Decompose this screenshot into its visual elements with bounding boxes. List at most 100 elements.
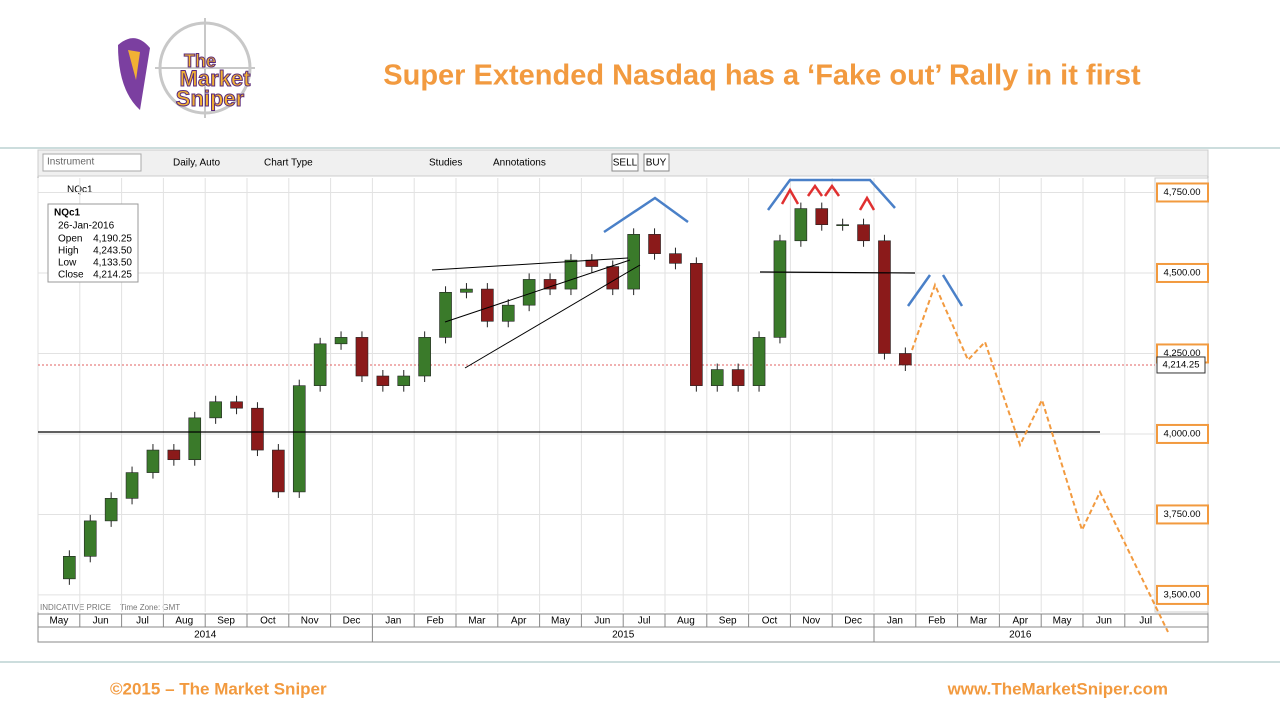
- candle: [627, 234, 640, 290]
- x-tick-label: Nov: [802, 616, 820, 627]
- y-tick-label: 3,750.00: [1164, 509, 1201, 520]
- x-tick-label: Dec: [844, 616, 862, 627]
- info-value: 4,243.50: [93, 246, 132, 257]
- candle: [815, 208, 829, 225]
- candle: [460, 288, 473, 293]
- x-tick-label: Jul: [136, 616, 149, 627]
- candle: [543, 279, 557, 290]
- candle: [167, 449, 181, 461]
- year-label: 2015: [612, 630, 635, 641]
- candle: [501, 304, 515, 322]
- candle: [878, 240, 891, 354]
- x-tick-label: May: [1053, 616, 1072, 627]
- annotations: [38, 178, 1169, 633]
- toolbar-button[interactable]: SELL: [613, 158, 638, 169]
- price-axis: [1154, 177, 1209, 613]
- year-label: 2014: [194, 630, 217, 641]
- y-tick-label: 3,500.00: [1164, 589, 1201, 600]
- candle: [125, 472, 139, 499]
- candle: [230, 401, 243, 409]
- footer-url[interactable]: www.TheMarketSniper.com: [947, 679, 1168, 698]
- toolbar-button[interactable]: Daily, Auto: [173, 158, 220, 169]
- x-tick-label: Nov: [301, 616, 319, 627]
- toolbar-button[interactable]: Annotations: [493, 158, 546, 169]
- candle: [648, 234, 661, 254]
- candle: [794, 208, 808, 242]
- last-price-label: 4,214.25: [1163, 359, 1200, 370]
- info: NQc1 26-Jan-2016 Open 4,190.25 High 4,243.5…: [54, 208, 132, 281]
- toolbar-button[interactable]: Studies: [429, 158, 462, 169]
- candle: [481, 288, 494, 322]
- candle: [564, 259, 578, 290]
- candle: [585, 259, 599, 267]
- toolbar-input[interactable]: Instrument: [47, 157, 94, 168]
- logo-text: Market: [180, 66, 252, 91]
- x-tick-label: Oct: [762, 616, 778, 627]
- x-tick-label: Jun: [594, 616, 610, 627]
- instrument-box[interactable]: [42, 153, 142, 172]
- x-tick-label: Jul: [1139, 616, 1152, 627]
- x-tick-label: Jan: [385, 616, 401, 627]
- x-tick-label: Apr: [1013, 616, 1029, 627]
- last-price-box: [1156, 356, 1206, 374]
- x-tick-label: Feb: [928, 616, 946, 627]
- x-tick-label: Dec: [343, 616, 361, 627]
- candle: [188, 417, 202, 461]
- candle: [418, 337, 431, 377]
- x-tick-label: Mar: [970, 616, 988, 627]
- x-tick-label: May: [49, 616, 68, 627]
- info-label: Close: [58, 270, 84, 281]
- info-label: Low: [58, 258, 77, 269]
- note: INDICATIVE PRICE: [40, 603, 111, 612]
- info-label: Open: [58, 234, 82, 245]
- x-tick-label: Jun: [93, 616, 109, 627]
- tick-box: [1156, 262, 1209, 283]
- candle: [731, 369, 745, 386]
- tick-box: [1156, 182, 1209, 203]
- candle: [836, 224, 849, 226]
- candle: [146, 449, 160, 473]
- x-tick-label: Apr: [511, 616, 527, 627]
- sell-button[interactable]: [611, 153, 639, 172]
- info-box: [47, 203, 139, 283]
- x-tick-label: Mar: [468, 616, 486, 627]
- x-tick-label: Jan: [887, 616, 903, 627]
- candle: [690, 263, 703, 386]
- logo-text: Sniper: [176, 86, 245, 111]
- y-tick-label: 4,250.00: [1164, 348, 1201, 359]
- candle: [439, 291, 452, 338]
- candle: [710, 369, 724, 386]
- info-symbol: NQc1: [54, 208, 81, 219]
- slide-title: Super Extended Nasdaq has a ‘Fake out’ R…: [383, 60, 1141, 92]
- candle: [857, 224, 870, 242]
- info-value: 4,214.25: [93, 270, 132, 281]
- candle: [63, 556, 76, 580]
- info-date: 26-Jan-2016: [58, 221, 115, 232]
- info-value: 4,133.50: [93, 258, 132, 269]
- x-tick-label: Aug: [677, 616, 695, 627]
- y-tick-label: 4,000.00: [1164, 428, 1201, 439]
- y-tick-label: 4,500.00: [1164, 267, 1201, 278]
- x-tick-label: Feb: [426, 616, 444, 627]
- x-tick-label: Aug: [175, 616, 193, 627]
- x-tick-label: Sep: [719, 616, 737, 627]
- x-tick-label: Oct: [260, 616, 276, 627]
- candle: [209, 401, 222, 419]
- plot: May Jun Jul Aug Sep Oct Nov Dec 2014 Jan Feb Mar Apr…: [37, 177, 1209, 643]
- info-value: 4,190.25: [93, 234, 132, 245]
- candle: [752, 337, 766, 386]
- year-label: 2016: [1009, 630, 1032, 641]
- candle: [272, 449, 285, 493]
- candle: [355, 337, 369, 377]
- toolbar-button[interactable]: Chart Type: [264, 158, 313, 169]
- buy-button[interactable]: [643, 153, 670, 172]
- toolbar-button[interactable]: BUY: [646, 158, 667, 169]
- logo: The Market Sniper: [118, 18, 255, 118]
- candle: [606, 266, 620, 290]
- x-tick-label: May: [551, 616, 570, 627]
- info-label: High: [58, 246, 79, 257]
- candle: [669, 253, 682, 264]
- y-tick-label: 4,750.00: [1164, 187, 1201, 198]
